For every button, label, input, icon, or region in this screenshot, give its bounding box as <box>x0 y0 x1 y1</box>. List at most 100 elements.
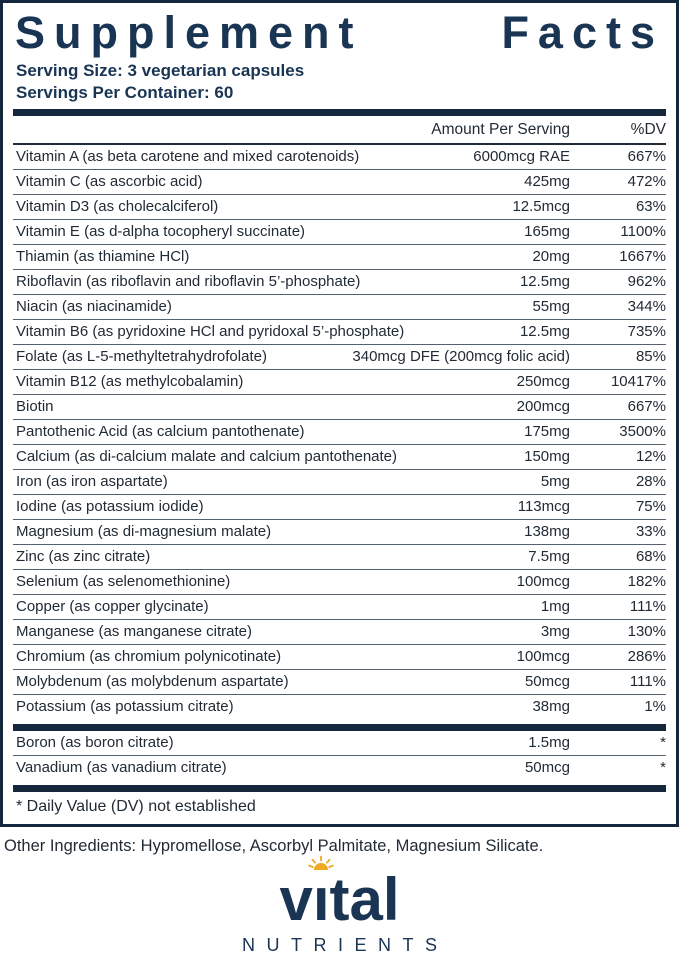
ingredient-name: Molybdenum (as molybdenum aspartate) <box>16 673 289 691</box>
ingredient-dv: 667% <box>627 398 666 416</box>
ingredient-name: Vanadium (as vanadium citrate) <box>16 759 227 777</box>
ingredient-name: Vitamin E (as d-alpha tocopheryl succina… <box>16 223 306 241</box>
brand-letter-post: tal <box>329 866 400 934</box>
ingredient-dv: 667% <box>627 148 666 166</box>
ingredient-dv: 1100% <box>620 223 666 241</box>
ingredient-name: Boron (as boron citrate) <box>16 734 174 752</box>
ingredient-dv: 1% <box>644 698 666 716</box>
ingredient-dv: 28% <box>635 473 666 491</box>
ingredient-dv: 286% <box>627 648 666 666</box>
ingredient-name: Iodine (as potassium iodide) <box>16 498 204 516</box>
ingredient-name: Riboflavin (as riboflavin and riboflavin… <box>16 273 361 291</box>
ingredient-name: Vitamin B6 (as pyridoxine HCl and pyrido… <box>16 323 405 341</box>
ingredient-dv: 10417% <box>610 373 666 391</box>
table-row: Vitamin B6 (as pyridoxine HCl and pyrido… <box>13 320 666 346</box>
ingredient-amount: 3mg <box>540 623 570 641</box>
table-row: Riboflavin (as riboflavin and riboflavin… <box>13 270 666 296</box>
table-row: Folate (as L-5-methyltetrahydrofolate) 3… <box>13 345 666 371</box>
ingredient-dv: 3500% <box>619 423 666 441</box>
ingredient-dv: 68% <box>635 548 666 566</box>
ingredient-dv: * <box>660 759 666 777</box>
column-header-dv: %DV <box>630 121 666 139</box>
table-row: Vitamin B12 (as methylcobalamin) 250mcg … <box>13 370 666 396</box>
ingredient-amount: 340mcg DFE (200mcg folic acid) <box>352 348 570 366</box>
ingredient-amount: 12.5mcg <box>512 198 570 216</box>
ingredient-name: Calcium (as di-calcium malate and calciu… <box>16 448 398 466</box>
facts-rows: Vitamin A (as beta carotene and mixed ca… <box>13 145 666 719</box>
page-title: Supplement Facts <box>15 7 664 58</box>
daily-value-footnote: * Daily Value (DV) not established <box>16 798 256 816</box>
column-header-amount: Amount Per Serving <box>431 121 570 139</box>
ingredient-amount: 6000mcg RAE <box>473 148 570 166</box>
ingredient-dv: 962% <box>627 273 666 291</box>
ingredient-name: Vitamin A (as beta carotene and mixed ca… <box>16 148 360 166</box>
table-row: Thiamin (as thiamine HCl) 20mg 1667% <box>13 245 666 271</box>
ingredient-amount: 200mcg <box>516 398 570 416</box>
ingredient-amount: 12.5mg <box>519 273 570 291</box>
ingredient-amount: 175mg <box>524 423 570 441</box>
ingredient-name: Niacin (as niacinamide) <box>16 298 172 316</box>
ingredient-name: Biotin <box>16 398 54 416</box>
ingredient-amount: 20mg <box>532 248 570 266</box>
table-row: Iron (as iron aspartate) 5mg 28% <box>13 470 666 496</box>
ingredient-name: Pantothenic Acid (as calcium pantothenat… <box>16 423 305 441</box>
ingredient-amount: 100mcg <box>516 648 570 666</box>
column-headers: Amount Per Serving %DV <box>13 116 666 146</box>
table-row: Vitamin A (as beta carotene and mixed ca… <box>13 145 666 171</box>
ingredient-name: Iron (as iron aspartate) <box>16 473 168 491</box>
table-row: Molybdenum (as molybdenum aspartate) 50m… <box>13 670 666 696</box>
table-row: Manganese (as manganese citrate) 3mg 130… <box>13 620 666 646</box>
ingredient-amount: 100mcg <box>516 573 570 591</box>
other-ingredients-text: Other Ingredients: Hypromellose, Ascorby… <box>4 837 544 856</box>
brand-letter-pre: v <box>279 866 313 934</box>
table-row: Zinc (as zinc citrate) 7.5mg 68% <box>13 545 666 571</box>
ingredient-amount: 5mg <box>540 473 570 491</box>
ingredient-dv: 85% <box>635 348 666 366</box>
ingredient-dv: 12% <box>635 448 666 466</box>
starred-rows: Boron (as boron citrate) 1.5mg * Vanadiu… <box>13 731 666 780</box>
ingredient-dv: 472% <box>627 173 666 191</box>
table-row: Copper (as copper glycinate) 1mg 111% <box>13 595 666 621</box>
table-row: Chromium (as chromium polynicotinate) 10… <box>13 645 666 671</box>
table-row: Iodine (as potassium iodide) 113mcg 75% <box>13 495 666 521</box>
ingredient-name: Zinc (as zinc citrate) <box>16 548 151 566</box>
table-row: Boron (as boron citrate) 1.5mg * <box>13 731 666 757</box>
ingredient-amount: 12.5mg <box>519 323 570 341</box>
ingredient-amount: 50mcg <box>524 673 570 691</box>
ingredient-dv: 33% <box>635 523 666 541</box>
brand-logo: vı tal NUTRIENTS <box>0 855 679 956</box>
table-row: Vitamin D3 (as cholecalciferol) 12.5mcg … <box>13 195 666 221</box>
serving-size-text: Serving Size: 3 vegetarian capsules <box>16 61 305 81</box>
ingredient-dv: 111% <box>629 673 666 691</box>
ingredient-amount: 1.5mg <box>528 734 570 752</box>
title-word-facts: Facts <box>501 7 664 58</box>
ingredient-dv: 735% <box>627 323 666 341</box>
ingredient-name: Copper (as copper glycinate) <box>16 598 209 616</box>
ingredient-dv: * <box>660 734 666 752</box>
table-row: Biotin 200mcg 667% <box>13 395 666 421</box>
ingredient-name: Vitamin D3 (as cholecalciferol) <box>16 198 219 216</box>
ingredient-dv: 111% <box>629 598 666 616</box>
ingredient-dv: 344% <box>627 298 666 316</box>
ingredient-amount: 7.5mg <box>528 548 570 566</box>
table-row: Calcium (as di-calcium malate and calciu… <box>13 445 666 471</box>
ingredient-amount: 1mg <box>540 598 570 616</box>
ingredient-amount: 38mg <box>532 698 570 716</box>
ingredient-name: Manganese (as manganese citrate) <box>16 623 252 641</box>
table-row: Vitamin C (as ascorbic acid) 425mg 472% <box>13 170 666 196</box>
brand-letter-i: ı <box>308 855 334 930</box>
ingredient-name: Chromium (as chromium polynicotinate) <box>16 648 282 666</box>
ingredient-amount: 425mg <box>524 173 570 191</box>
ingredient-amount: 50mcg <box>524 759 570 777</box>
divider-bar-top <box>13 109 666 117</box>
table-row: Selenium (as selenomethionine) 100mcg 18… <box>13 570 666 596</box>
divider-bar-middle <box>13 724 666 732</box>
divider-bar-bottom <box>13 785 666 793</box>
table-row: Pantothenic Acid (as calcium pantothenat… <box>13 420 666 446</box>
supplement-facts-panel: Supplement Facts Serving Size: 3 vegetar… <box>0 0 679 828</box>
table-row: Vitamin E (as d-alpha tocopheryl succina… <box>13 220 666 246</box>
ingredient-dv: 182% <box>627 573 666 591</box>
table-row: Potassium (as potassium citrate) 38mg 1% <box>13 695 666 719</box>
table-row: Niacin (as niacinamide) 55mg 344% <box>13 295 666 321</box>
ingredient-dv: 130% <box>627 623 666 641</box>
